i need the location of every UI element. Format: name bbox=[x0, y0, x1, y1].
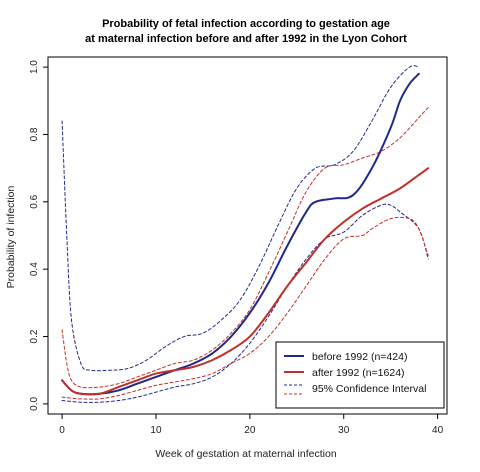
legend-box bbox=[275, 341, 445, 409]
x-tick-label: 0 bbox=[59, 425, 65, 436]
x-axis: 0 10 20 30 40 bbox=[59, 414, 444, 436]
legend-items: before 1992 (n=424) after 1992 (n=1624) 95… bbox=[284, 351, 426, 395]
y-tick-label: 0.6 bbox=[29, 194, 40, 208]
y-tick-label: 0.2 bbox=[29, 329, 40, 343]
ci-line bbox=[61, 107, 429, 389]
legend: before 1992 (n=424) after 1992 (n=1624) 95… bbox=[275, 341, 445, 409]
x-tick-label: 40 bbox=[432, 425, 444, 436]
y-axis-label: Probability of infection bbox=[5, 185, 17, 288]
y-tick-label: 1.0 bbox=[29, 60, 40, 74]
y-tick-label: 0.0 bbox=[29, 397, 40, 411]
series-line bbox=[61, 72, 420, 396]
ci-line bbox=[61, 65, 420, 372]
y-tick-label: 0.8 bbox=[29, 127, 40, 141]
x-tick-label: 20 bbox=[244, 425, 256, 436]
ci-line bbox=[61, 216, 429, 400]
legend-label: before 1992 (n=424) bbox=[312, 351, 407, 363]
x-axis-label: Week of gestation at maternal infection bbox=[155, 448, 336, 460]
legend-label: after 1992 (n=1624) bbox=[312, 367, 405, 379]
plot-frame bbox=[47, 56, 448, 415]
series-layer bbox=[61, 65, 430, 403]
legend-label: 95% Confidence Interval bbox=[312, 383, 426, 395]
y-tick-label: 0.4 bbox=[29, 262, 40, 276]
chart-title: Probability of fetal infection according… bbox=[102, 18, 390, 30]
x-tick-label: 10 bbox=[150, 425, 162, 436]
y-axis: 0.0 0.2 0.4 0.6 0.8 1.0 bbox=[29, 60, 48, 411]
ci-line bbox=[61, 203, 429, 403]
x-tick-label: 30 bbox=[338, 425, 350, 436]
series-line bbox=[61, 167, 430, 396]
chart-subtitle: at maternal infection before and after 1… bbox=[85, 33, 407, 45]
